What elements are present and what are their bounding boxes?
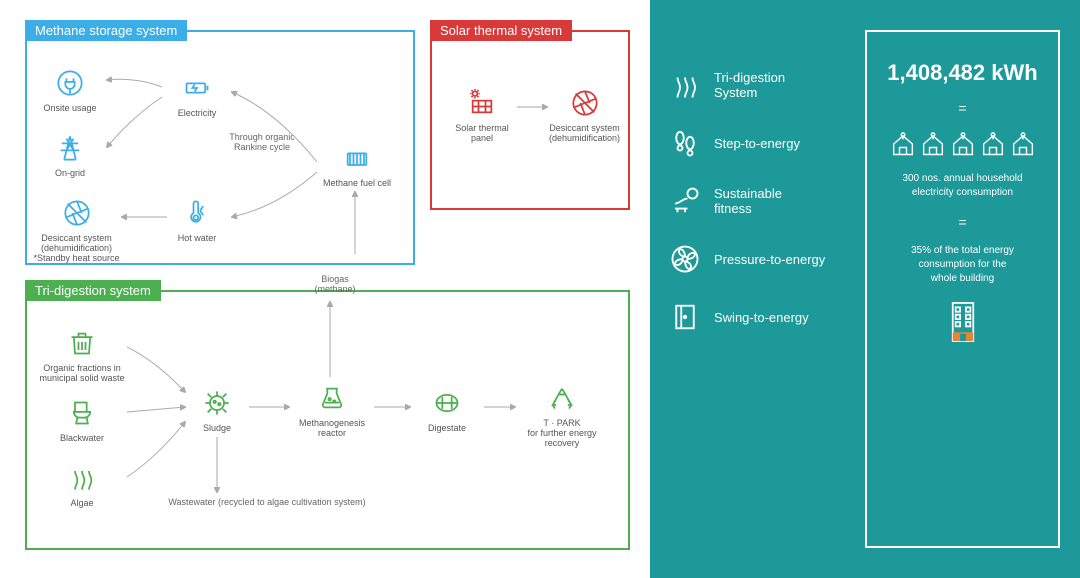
fan-icon: [670, 244, 700, 274]
footstep-icon: [670, 128, 700, 158]
equals-icon: =: [958, 214, 966, 230]
biogas-label: Biogas (methane): [305, 274, 365, 294]
list-item: Pressure-to-energy: [670, 244, 865, 274]
building-icon: [945, 300, 981, 349]
houses-text: 300 nos. annual household electricity co…: [902, 172, 1022, 200]
list-item: Sustainable fitness: [670, 186, 865, 216]
energy-list: Tri-digestion System Step-to-energy Sust…: [670, 30, 865, 548]
list-item: Tri-digestion System: [670, 70, 865, 100]
pct-text: 35% of the total energy consumption for …: [911, 244, 1014, 286]
kwh-value: 1,408,482 kWh: [887, 60, 1037, 86]
list-item: Step-to-energy: [670, 128, 865, 158]
stat-box: 1,408,482 kWh = 300 nos. annual househol…: [865, 30, 1060, 548]
houses-icon: [889, 130, 1037, 158]
tri-panel: Tri-digestion system Organic fractions i…: [25, 290, 630, 550]
summary-panel: Tri-digestion System Step-to-energy Sust…: [650, 0, 1080, 578]
algae-icon: [670, 70, 700, 100]
equals-icon: =: [958, 100, 966, 116]
door-icon: [670, 302, 700, 332]
methane-panel: Methane storage system Onsite usage On-g…: [25, 30, 415, 265]
list-item: Swing-to-energy: [670, 302, 865, 332]
solar-panel: Solar thermal system Solar thermal panel…: [430, 30, 630, 210]
fitness-icon: [670, 186, 700, 216]
